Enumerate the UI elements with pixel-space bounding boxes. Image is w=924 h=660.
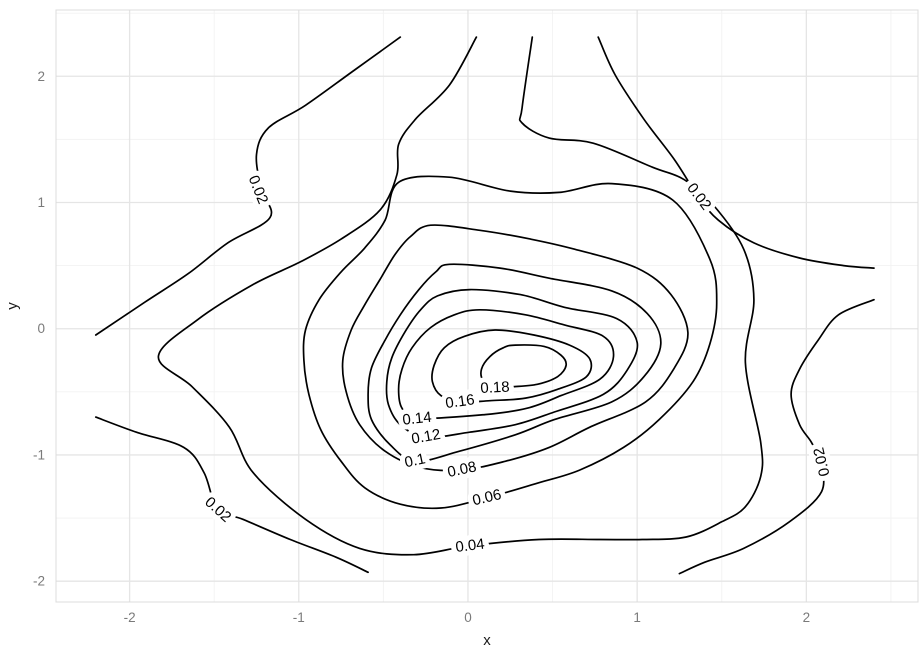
x-tick-label: -2: [124, 610, 136, 625]
contour-level-label: 0.16: [444, 391, 475, 412]
contour-path-0.02: [94, 36, 402, 336]
y-axis-title: y: [4, 302, 21, 310]
x-tick-label: 0: [464, 610, 472, 625]
x-tick-label: 1: [633, 610, 641, 625]
x-axis-title: x: [483, 632, 491, 649]
contour-path-0.16: [431, 329, 593, 404]
x-tick-label: -1: [293, 610, 305, 625]
contour-level-label: 0.02: [683, 180, 714, 214]
contour-path-0.02: [94, 416, 369, 574]
x-tick-label: 2: [803, 610, 811, 625]
grid-major-lines: [56, 10, 918, 602]
y-tick-label: -1: [33, 447, 45, 462]
contour-level-label: 0.02: [245, 173, 272, 206]
contour-path-0.18: [480, 344, 568, 390]
contour-path-0.06: [302, 175, 718, 510]
contour-path-0.1: [367, 263, 662, 463]
contour-path-0.14: [397, 308, 615, 420]
contour-path-0.04: [157, 36, 764, 556]
contour-path-0.02: [678, 298, 875, 575]
y-tick-label: 2: [37, 69, 45, 84]
grid-minor-lines: [56, 10, 918, 602]
y-tick-label: -2: [33, 574, 45, 589]
contour-level-label: 0.14: [402, 409, 433, 429]
contour-level-label: 0.18: [480, 379, 510, 398]
x-axis-tick-labels: -2 -1 0 1 2: [124, 610, 811, 625]
contour-level-label: 0.12: [410, 426, 442, 448]
contour-level-label: 0.04: [454, 536, 485, 556]
y-axis-tick-labels: -2 -1 0 1 2: [33, 69, 45, 589]
contour-labels: 0.020.020.020.020.040.060.080.10.120.140…: [196, 168, 838, 561]
contour-path-0.02: [597, 36, 875, 269]
contour-lines: [94, 36, 875, 575]
y-tick-label: 1: [37, 195, 45, 210]
contour-level-label: 0.06: [471, 486, 503, 509]
contour-level-label: 0.08: [446, 458, 478, 481]
contour-level-label: 0.02: [201, 494, 234, 526]
contour-level-label: 0.02: [810, 446, 833, 478]
contour-path-0.08: [341, 224, 689, 472]
y-tick-label: 0: [37, 321, 45, 336]
contour-path-0.12: [385, 288, 639, 439]
panel-border: [55, 9, 919, 603]
